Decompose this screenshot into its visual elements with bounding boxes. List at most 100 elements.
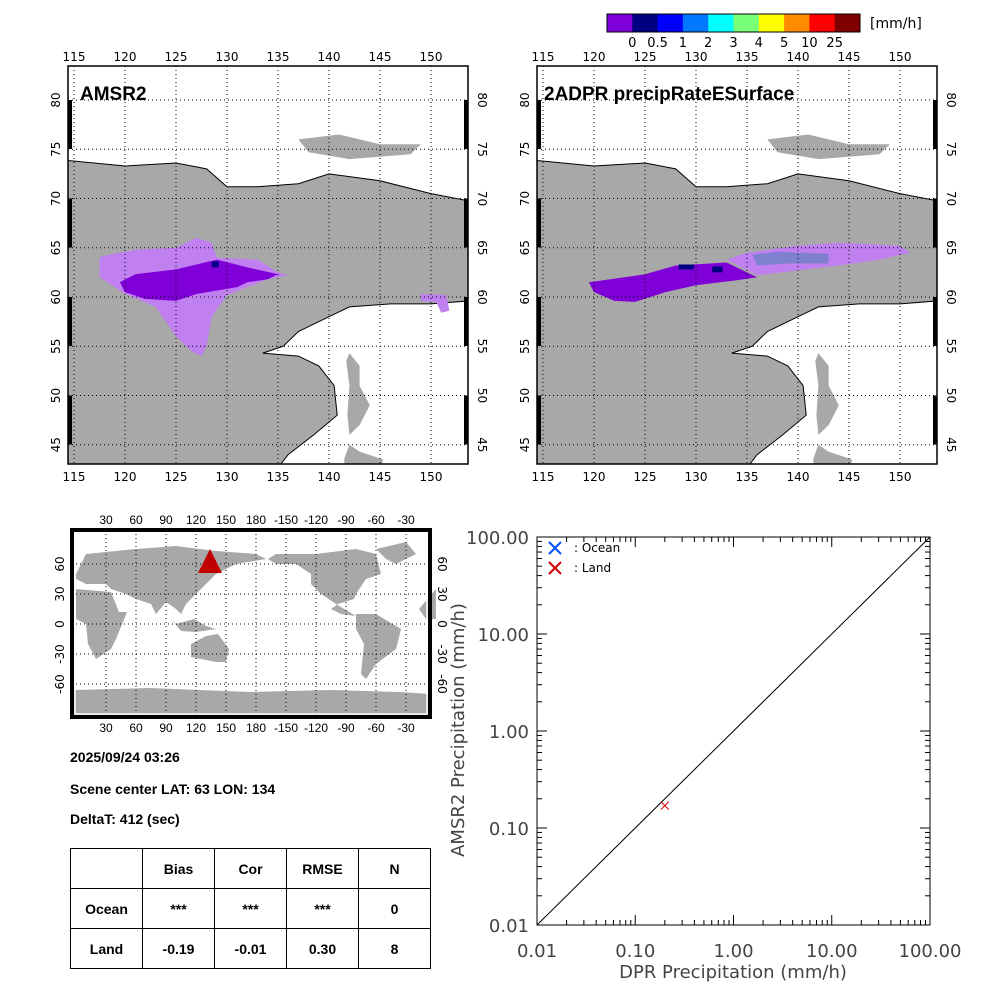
frame-tick-bar [933,395,937,445]
lon-tick-label-top: 150 [889,50,912,64]
lon-tick-label-top: 60 [129,513,143,527]
frame-tick-bar [464,297,468,346]
colorbar-label: 25 [826,36,843,51]
continent [76,546,266,614]
map-frame [70,528,432,719]
lat-tick-label-left: 70 [49,191,63,206]
lon-tick-label-top: -60 [367,513,385,527]
lon-tick-label-top: 125 [165,50,188,64]
lat-tick-label-left: 0 [53,620,67,628]
sea-of-okhotsk [731,300,937,464]
lat-tick-label-right: 80 [475,92,489,107]
lat-tick-label-left: 50 [518,388,532,403]
x-tick-label: 10.00 [806,941,858,962]
datetime-label: 2025/09/24 03:26 [70,749,180,765]
lat-tick-label-right: 65 [475,240,489,255]
colorbar-frame [606,13,861,33]
lon-tick-label-bottom: -30 [397,721,415,735]
table-header: RMSE [286,848,359,889]
lat-tick-label-left: 65 [49,240,63,255]
lon-tick-label-bottom: 135 [736,470,759,484]
lon-tick-label-bottom: -90 [337,721,355,735]
sakhalin-island [815,353,839,435]
table-cell: 0 [358,888,431,929]
lon-tick-label-bottom: 60 [129,721,143,735]
y-tick-label: 1.00 [489,722,529,743]
precip-navy [211,261,219,268]
lon-tick-label-bottom: 125 [165,470,188,484]
colorbar-label: 1 [679,36,687,51]
lon-tick-label-top: 140 [787,50,810,64]
lat-tick-label-left: 50 [49,388,63,403]
frame-tick-bar [933,100,937,149]
frame-tick-bar [68,395,72,445]
colorbar-unit: [mm/h] [870,16,922,32]
lon-tick-label-top: 115 [63,50,86,64]
dpr-map: 115 115 120 120 125 125 130 130 135 135 140 140 145 1… [518,50,958,484]
lon-tick-label-top: 120 [114,50,137,64]
colorbar-label: 2 [704,36,712,51]
lon-tick-label-bottom: 150 [420,470,443,484]
lon-tick-label-top: -120 [304,513,328,527]
colorbar-swatch [733,14,760,32]
world-locator-map: 30 30 60 60 90 90 120 120 150 150 180 180 -150 -150 -1… [53,513,449,735]
lat-tick-label-left: 75 [518,142,532,157]
table-header: Bias [142,848,215,889]
lon-tick-label-bottom: 135 [267,470,290,484]
lon-tick-label-bottom: 90 [159,721,173,735]
table-cell: 0.30 [286,928,359,969]
colorbar-swatch [657,14,684,32]
precip-navy [712,266,723,273]
lat-tick-label-right: -30 [435,644,449,664]
lon-tick-label-top: -90 [337,513,355,527]
lat-tick-label-left: 55 [49,339,63,354]
scene-location-marker [198,549,222,573]
legend-marker-ocean [548,541,562,555]
frame-tick-bar [68,297,72,346]
lat-tick-label-right: -60 [435,674,449,694]
new-siberian-islands [298,134,421,160]
frame-tick-bar [464,198,468,248]
colorbar-swatch [809,14,836,32]
lon-tick-label-top: 130 [685,50,708,64]
continent [191,634,229,662]
lat-tick-label-left: 60 [49,289,63,304]
lon-tick-label-bottom: -150 [274,721,298,735]
lon-tick-label-bottom: 120 [114,470,137,484]
precip-dark [119,259,279,301]
lon-tick-label-top: 30 [99,513,113,527]
lon-tick-label-top: 120 [583,50,606,64]
legend-label: : Land [574,561,611,575]
frame-tick-bar [537,395,541,445]
lon-tick-label-top: 115 [532,50,555,64]
continent [268,549,381,616]
lon-tick-label-bottom: 30 [99,721,113,735]
lon-tick-label-bottom: -120 [304,721,328,735]
colorbar-label: 0.5 [647,36,668,51]
lat-tick-label-right: 50 [475,388,489,403]
map-frame-inner [74,532,428,715]
frame-tick-bar [537,198,541,248]
colorbar-swatch [682,14,709,32]
x-tick-label: 1.00 [713,941,753,962]
scatter-plot: 0.01 0.10 1.00 10.00 100.00 0.01 0.10 1.00 10.00… [466,528,961,962]
colorbar-swatch [708,14,734,32]
lon-tick-label-bottom: 115 [63,470,86,484]
lon-tick-label-bottom: 120 [186,721,206,735]
amsr2-map-title: AMSR2 [80,84,147,105]
continent [171,619,226,632]
frame-tick-bar [68,100,72,149]
lon-tick-label-top: -150 [274,513,298,527]
lat-tick-label-left: 80 [518,92,532,107]
lon-tick-label-top: 150 [216,513,236,527]
lon-tick-label-top: 135 [736,50,759,64]
table-cell: Ocean [70,888,143,929]
table-cell: Land [70,928,143,969]
scene-center-label: Scene center LAT: 63 LON: 134 [70,781,276,797]
lon-tick-label-bottom: 145 [838,470,861,484]
lon-tick-label-top: 145 [369,50,392,64]
lat-tick-label-right: 75 [475,142,489,157]
colorbar-swatch [758,14,785,32]
lon-tick-label-bottom: 145 [369,470,392,484]
lat-tick-label-right: 75 [944,142,958,157]
